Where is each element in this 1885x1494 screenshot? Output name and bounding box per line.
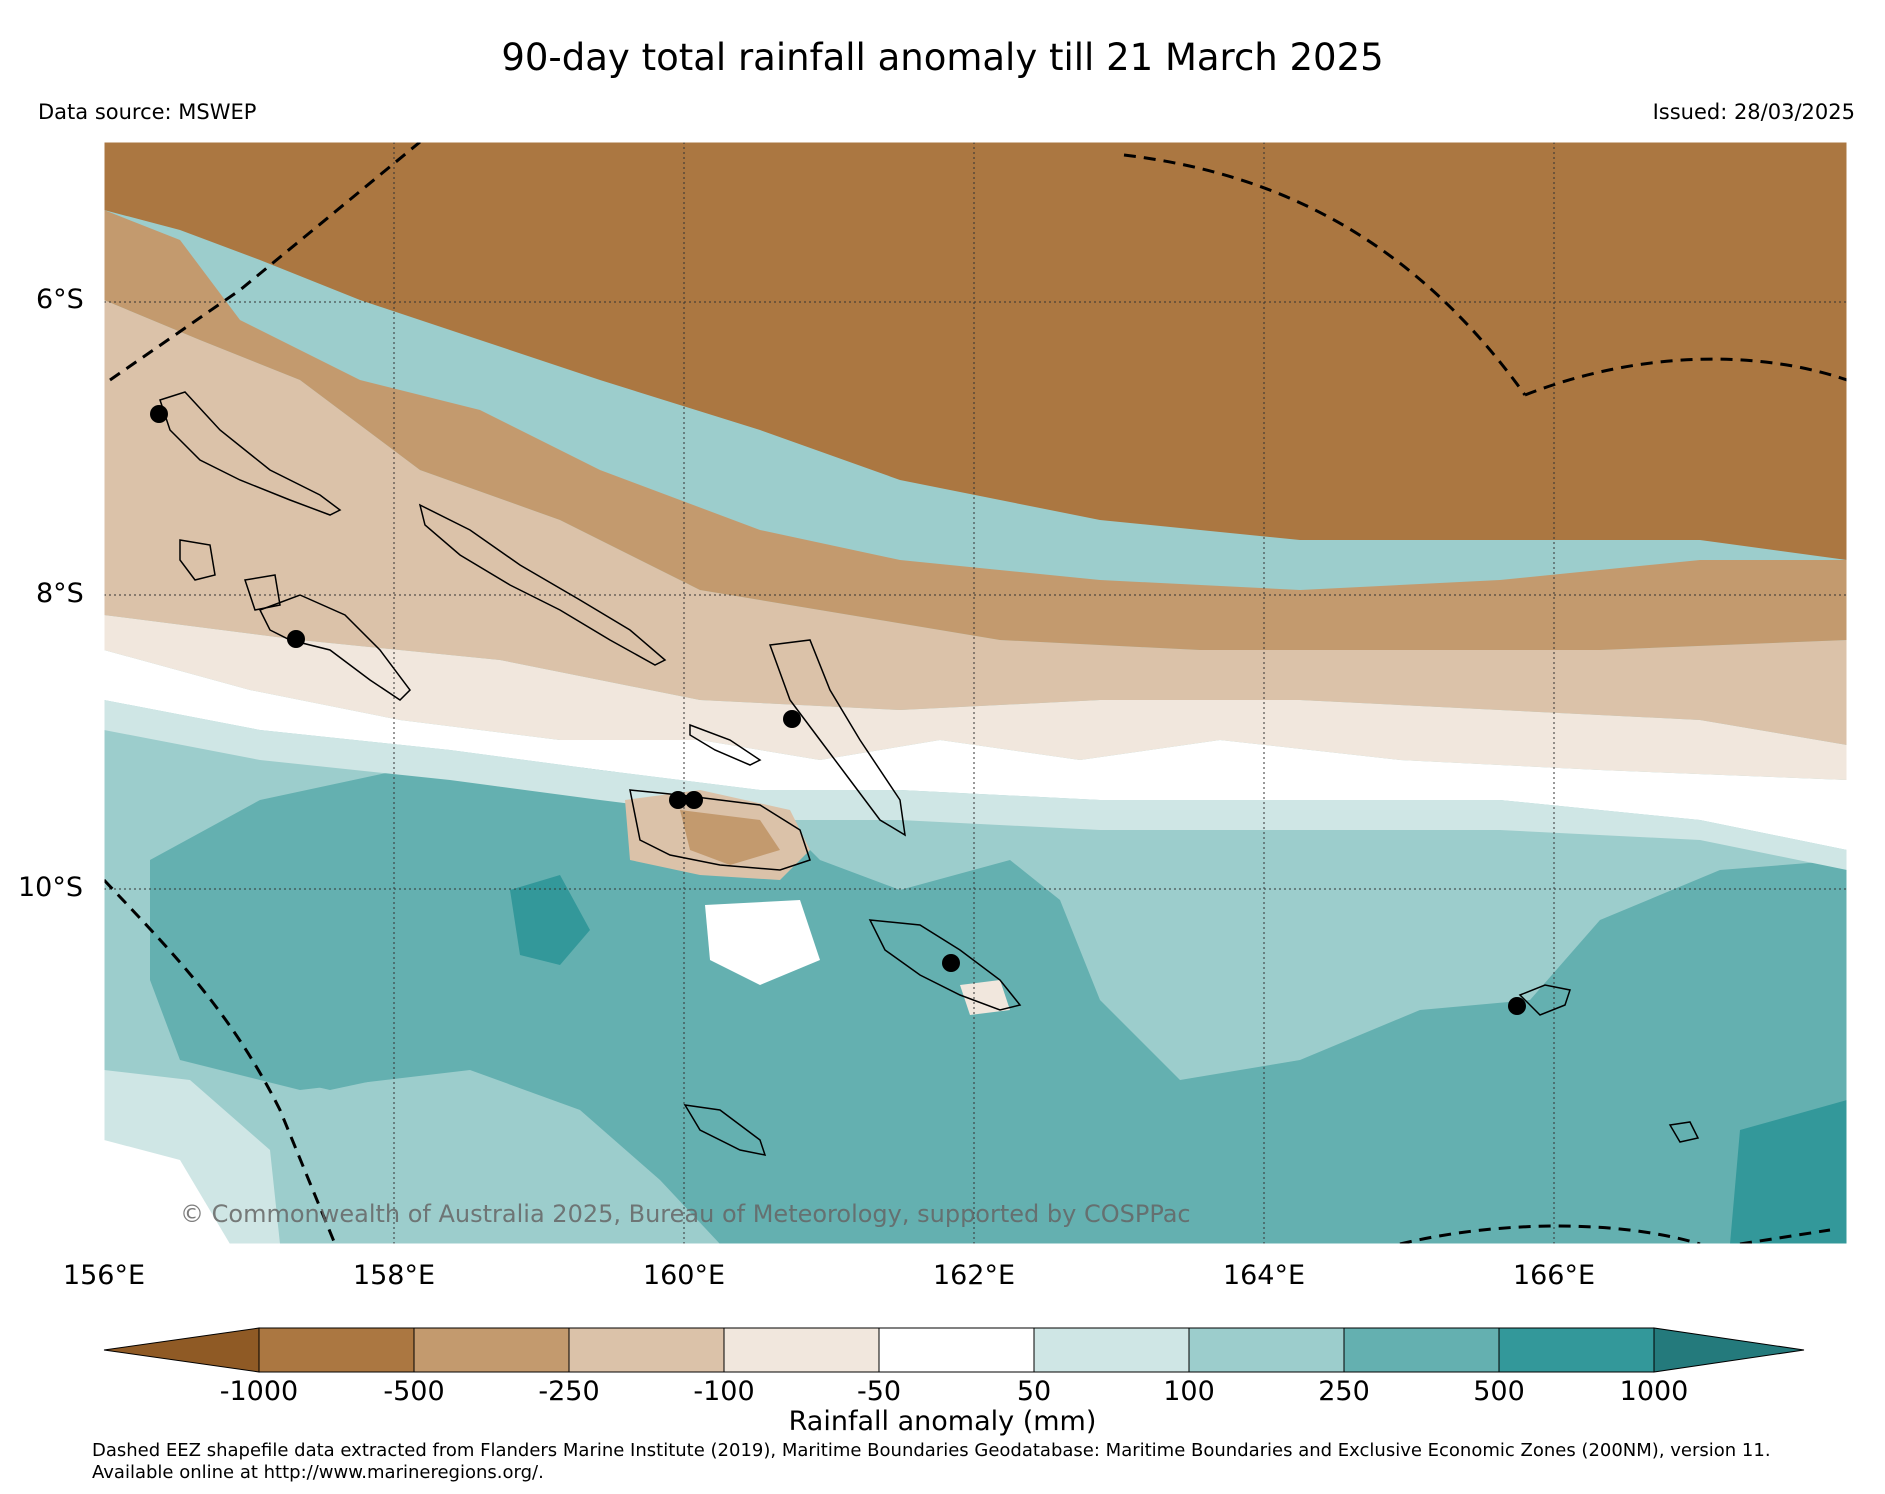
dry-500-1000-band: [104, 142, 1847, 560]
islands: [159, 391, 1700, 1156]
colorbar-tick-label: -500: [383, 1376, 445, 1407]
lon-label: 160°E: [642, 1260, 726, 1291]
colorbar-segment: [723, 1327, 880, 1373]
eez-boundaries: [104, 142, 1847, 1244]
station-dot: [942, 954, 960, 972]
bougainville-outline: [159, 391, 342, 516]
footnote-line: Dashed EEZ shapefile data extracted from…: [92, 1440, 1771, 1461]
colorbar-tick-label: 500: [1473, 1376, 1525, 1407]
colorbar-tick-label: -50: [856, 1376, 902, 1407]
neutral-patch-makira: [960, 980, 1010, 1015]
colorbar-segment: [1033, 1327, 1190, 1373]
colorbar-tick-label: 250: [1318, 1376, 1370, 1407]
lon-label: 162°E: [932, 1260, 1016, 1291]
nendo-outline: [1518, 984, 1571, 1016]
wet-250-500-region-2: [160, 780, 650, 1090]
rennell-outline: [683, 1104, 767, 1156]
wet-500-1000-region-se: [1730, 1100, 1847, 1244]
colorbar-segment: [568, 1327, 725, 1373]
colorbar-segment: [1343, 1327, 1500, 1373]
chart-title: 90-day total rainfall anomaly till 21 Ma…: [501, 36, 1384, 79]
new-georgia-outline: [258, 594, 411, 701]
dry-50-100-band: [104, 615, 1847, 780]
small-island-1: [179, 539, 216, 581]
vanikoro-outline: [1668, 1121, 1700, 1143]
copyright-watermark: © Commonwealth of Australia 2025, Bureau…: [180, 1200, 1191, 1228]
footnote-line: Available online at http://www.marinereg…: [92, 1462, 544, 1483]
small-island-2: [244, 574, 281, 611]
colorbar-label: Rainfall anomaly (mm): [788, 1406, 1097, 1437]
lat-label: 8°S: [36, 578, 84, 609]
guadalcanal-outline: [629, 789, 811, 871]
data-source-label: Data source: MSWEP: [38, 100, 257, 124]
station-dot: [287, 630, 305, 648]
neutral-patch-south: [705, 900, 820, 985]
choiseul-outline: [418, 503, 667, 666]
colorbar-tick-label: -250: [538, 1376, 600, 1407]
colorbar-extend-low: [103, 1327, 260, 1373]
santa-isabel-outline: [768, 639, 906, 837]
colorbar-tick-label: 50: [1016, 1376, 1052, 1407]
gridlines: [104, 142, 1847, 1244]
issued-date-label: Issued: 28/03/2025: [1652, 100, 1855, 124]
station-dot: [1508, 997, 1526, 1015]
station-dots: [150, 405, 1526, 1015]
lon-label: 156°E: [62, 1260, 146, 1291]
dry-100-250-band: [104, 300, 1847, 745]
makira-outline: [868, 919, 1022, 1011]
colorbar-segment: [258, 1327, 415, 1373]
colorbar-tick-label: 1000: [1619, 1376, 1689, 1407]
lat-label: 10°S: [18, 872, 83, 903]
station-dot: [685, 791, 703, 809]
station-dot: [669, 791, 687, 809]
lon-label: 166°E: [1512, 1260, 1596, 1291]
light-wet-band: [104, 700, 1847, 870]
lat-label: 6°S: [36, 284, 84, 315]
station-dot: [783, 710, 801, 728]
wet-500-1000-region: [510, 875, 590, 965]
florida-islands-outline: [689, 723, 762, 766]
colorbar-tick-label: 100: [1163, 1376, 1215, 1407]
colorbar-segment: [1498, 1327, 1655, 1373]
station-dot: [150, 405, 168, 423]
colorbar-tick-label: -1000: [219, 1376, 299, 1407]
colorbar-tick-label: -100: [693, 1376, 755, 1407]
lon-label: 164°E: [1222, 1260, 1306, 1291]
colorbar-extend-high: [1653, 1327, 1805, 1373]
neutral-sw: [104, 1140, 230, 1244]
dry-250-500-band: [104, 210, 1847, 650]
colorbar-segment: [413, 1327, 570, 1373]
dry-patch-guadalcanal-core: [680, 810, 780, 865]
lon-label: 158°E: [352, 1260, 436, 1291]
colorbar-segment: [1188, 1327, 1345, 1373]
colorbar-segment: [878, 1327, 1035, 1373]
